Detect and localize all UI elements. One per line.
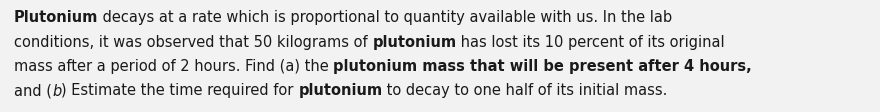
Text: and (: and ( — [14, 84, 52, 98]
Text: plutonium: plutonium — [298, 84, 383, 98]
Text: plutonium mass that will be present after 4 hours,: plutonium mass that will be present afte… — [334, 59, 752, 74]
Text: decays at a rate which is proportional to quantity available with us. In the lab: decays at a rate which is proportional t… — [99, 10, 672, 25]
Text: Plutonium: Plutonium — [14, 10, 99, 25]
Text: ) Estimate the time required for: ) Estimate the time required for — [62, 84, 298, 98]
Text: b: b — [52, 84, 62, 98]
Text: plutonium: plutonium — [372, 34, 457, 50]
Text: mass after a period of 2 hours. Find (a) the: mass after a period of 2 hours. Find (a)… — [14, 59, 334, 74]
Text: to decay to one half of its initial mass.: to decay to one half of its initial mass… — [383, 84, 668, 98]
Text: conditions, it was observed that 50 kilograms of: conditions, it was observed that 50 kilo… — [14, 34, 372, 50]
Text: has lost its 10 percent of its original: has lost its 10 percent of its original — [457, 34, 725, 50]
